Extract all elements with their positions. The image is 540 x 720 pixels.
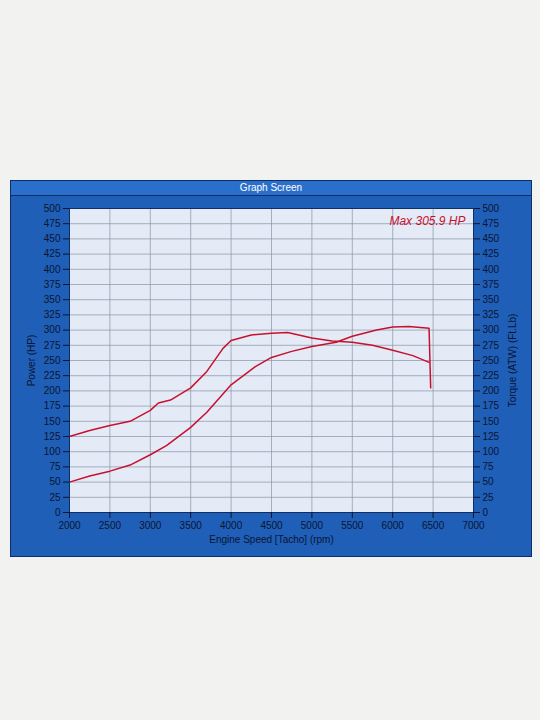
svg-text:50: 50	[49, 476, 61, 487]
svg-text:375: 375	[44, 279, 61, 290]
svg-text:325: 325	[483, 309, 500, 320]
svg-text:350: 350	[44, 294, 61, 305]
svg-text:0: 0	[483, 507, 489, 518]
svg-text:100: 100	[44, 446, 61, 457]
svg-text:6000: 6000	[382, 520, 405, 531]
svg-text:Power (HP): Power (HP)	[26, 335, 37, 387]
svg-text:150: 150	[44, 416, 61, 427]
svg-text:3000: 3000	[139, 520, 162, 531]
svg-text:225: 225	[483, 370, 500, 381]
svg-text:5500: 5500	[341, 520, 364, 531]
svg-text:500: 500	[483, 203, 500, 214]
svg-text:300: 300	[483, 324, 500, 335]
svg-text:425: 425	[483, 248, 500, 259]
svg-text:275: 275	[44, 340, 61, 351]
svg-text:200: 200	[483, 385, 500, 396]
svg-text:300: 300	[44, 324, 61, 335]
svg-text:375: 375	[483, 279, 500, 290]
svg-text:2500: 2500	[99, 520, 122, 531]
svg-text:275: 275	[483, 340, 500, 351]
svg-text:325: 325	[44, 309, 61, 320]
svg-text:100: 100	[483, 446, 500, 457]
svg-text:225: 225	[44, 370, 61, 381]
svg-text:7000: 7000	[462, 520, 485, 531]
svg-text:4000: 4000	[220, 520, 243, 531]
svg-text:25: 25	[49, 492, 61, 503]
svg-text:4500: 4500	[260, 520, 283, 531]
svg-text:175: 175	[44, 400, 61, 411]
svg-text:125: 125	[483, 431, 500, 442]
svg-text:200: 200	[44, 385, 61, 396]
svg-text:250: 250	[44, 355, 61, 366]
svg-text:6500: 6500	[422, 520, 445, 531]
svg-text:0: 0	[55, 507, 61, 518]
svg-text:475: 475	[483, 218, 500, 229]
svg-text:425: 425	[44, 248, 61, 259]
svg-text:450: 450	[483, 233, 500, 244]
svg-text:50: 50	[483, 476, 495, 487]
svg-text:2000: 2000	[58, 520, 81, 531]
svg-text:400: 400	[44, 264, 61, 275]
svg-text:350: 350	[483, 294, 500, 305]
svg-text:250: 250	[483, 355, 500, 366]
svg-text:3500: 3500	[180, 520, 203, 531]
svg-text:75: 75	[49, 461, 61, 472]
svg-text:500: 500	[44, 203, 61, 214]
svg-text:25: 25	[483, 492, 495, 503]
svg-text:75: 75	[483, 461, 495, 472]
svg-text:125: 125	[44, 431, 61, 442]
svg-text:Engine Speed [Tacho] (rpm): Engine Speed [Tacho] (rpm)	[209, 534, 334, 545]
svg-text:Torque (ATW) (Ft.Lb): Torque (ATW) (Ft.Lb)	[507, 314, 518, 408]
html-text:Graph Screen: Graph Screen	[239, 182, 303, 193]
svg-text:150: 150	[483, 416, 500, 427]
svg-text:Max 305.9 HP: Max 305.9 HP	[389, 214, 465, 228]
svg-text:400: 400	[483, 264, 500, 275]
svg-text:175: 175	[483, 400, 500, 411]
svg-text:5000: 5000	[301, 520, 324, 531]
svg-text:475: 475	[44, 218, 61, 229]
svg-text:450: 450	[44, 233, 61, 244]
